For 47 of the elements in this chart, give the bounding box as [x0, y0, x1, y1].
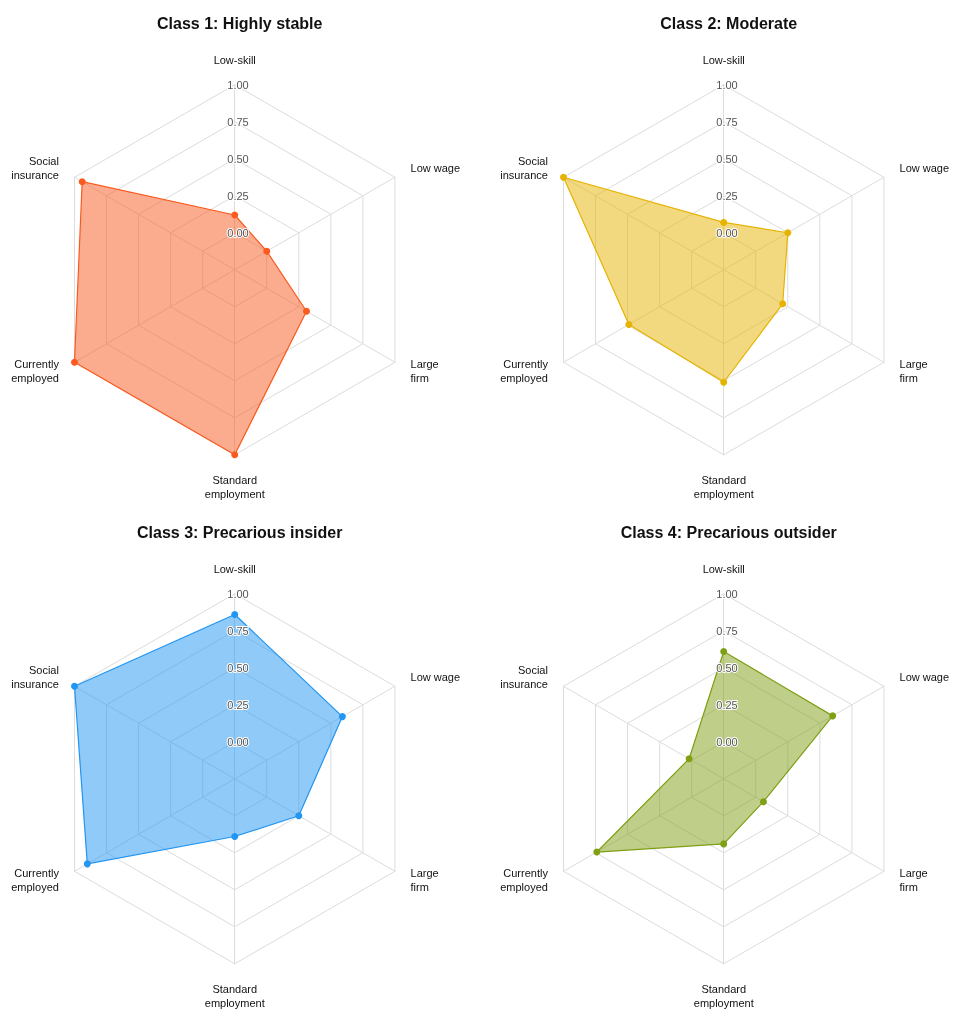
- y-tick-label: 0.00: [227, 226, 249, 239]
- spoke-label: Low-skill: [213, 562, 256, 575]
- y-tick-label: 1.00: [227, 78, 249, 91]
- y-tick-label: 0.25: [227, 698, 249, 711]
- spoke-label: Large firm: [899, 867, 928, 894]
- spoke-label: Low-skill: [702, 562, 745, 575]
- y-tick-label: 0.75: [227, 115, 249, 128]
- y-tick-label: 0.50: [227, 661, 249, 674]
- spoke-label: Standard employment: [204, 982, 265, 1009]
- y-tick-label: 0.50: [227, 152, 249, 165]
- y-tick-label: 0.75: [227, 624, 249, 637]
- spoke-label: Social insurance: [500, 155, 548, 182]
- y-tick-label: 1.00: [716, 78, 738, 91]
- y-tick-label: 0.00: [716, 735, 738, 748]
- spoke-label: Large firm: [410, 867, 439, 894]
- spoke-label: Low wage: [899, 671, 950, 684]
- spoke-label: Standard employment: [693, 982, 754, 1009]
- spoke-label: Social insurance: [500, 664, 548, 691]
- y-tick-label: 1.00: [716, 587, 738, 600]
- y-tick-label: 0.75: [716, 624, 738, 637]
- chart-title: Class 3: Precarious insider: [137, 523, 343, 541]
- y-tick-label: 1.00: [227, 587, 249, 600]
- spoke-label: Large firm: [410, 358, 439, 385]
- spoke-label: Low wage: [899, 162, 950, 175]
- spoke-label: Social insurance: [11, 155, 59, 182]
- chart-title: Class 4: Precarious outsider: [620, 523, 837, 541]
- spoke-label: Standard employment: [693, 473, 754, 500]
- spoke-label: Low wage: [410, 162, 461, 175]
- spoke-label: Low-skill: [702, 53, 745, 66]
- spoke-label: Standard employment: [204, 473, 265, 500]
- y-tick-label: 0.25: [227, 189, 249, 202]
- y-tick-label: 0.00: [227, 735, 249, 748]
- y-tick-label: 0.75: [716, 115, 738, 128]
- y-tick-label: 0.25: [716, 189, 738, 202]
- chart-title: Class 1: Highly stable: [157, 14, 323, 32]
- spoke-label: Low wage: [410, 671, 461, 684]
- y-tick-label: 0.00: [716, 226, 738, 239]
- spoke-label: Currently employed: [11, 867, 60, 894]
- spoke-label: Currently employed: [11, 358, 60, 385]
- spoke-label: Large firm: [899, 358, 928, 385]
- spoke-label: Currently employed: [500, 867, 549, 894]
- y-tick-label: 0.50: [716, 152, 738, 165]
- spoke-label: Social insurance: [11, 664, 59, 691]
- chart-title: Class 2: Moderate: [660, 14, 798, 32]
- y-tick-label: 0.25: [716, 698, 738, 711]
- spoke-label: Currently employed: [500, 358, 549, 385]
- spoke-label: Low-skill: [213, 53, 256, 66]
